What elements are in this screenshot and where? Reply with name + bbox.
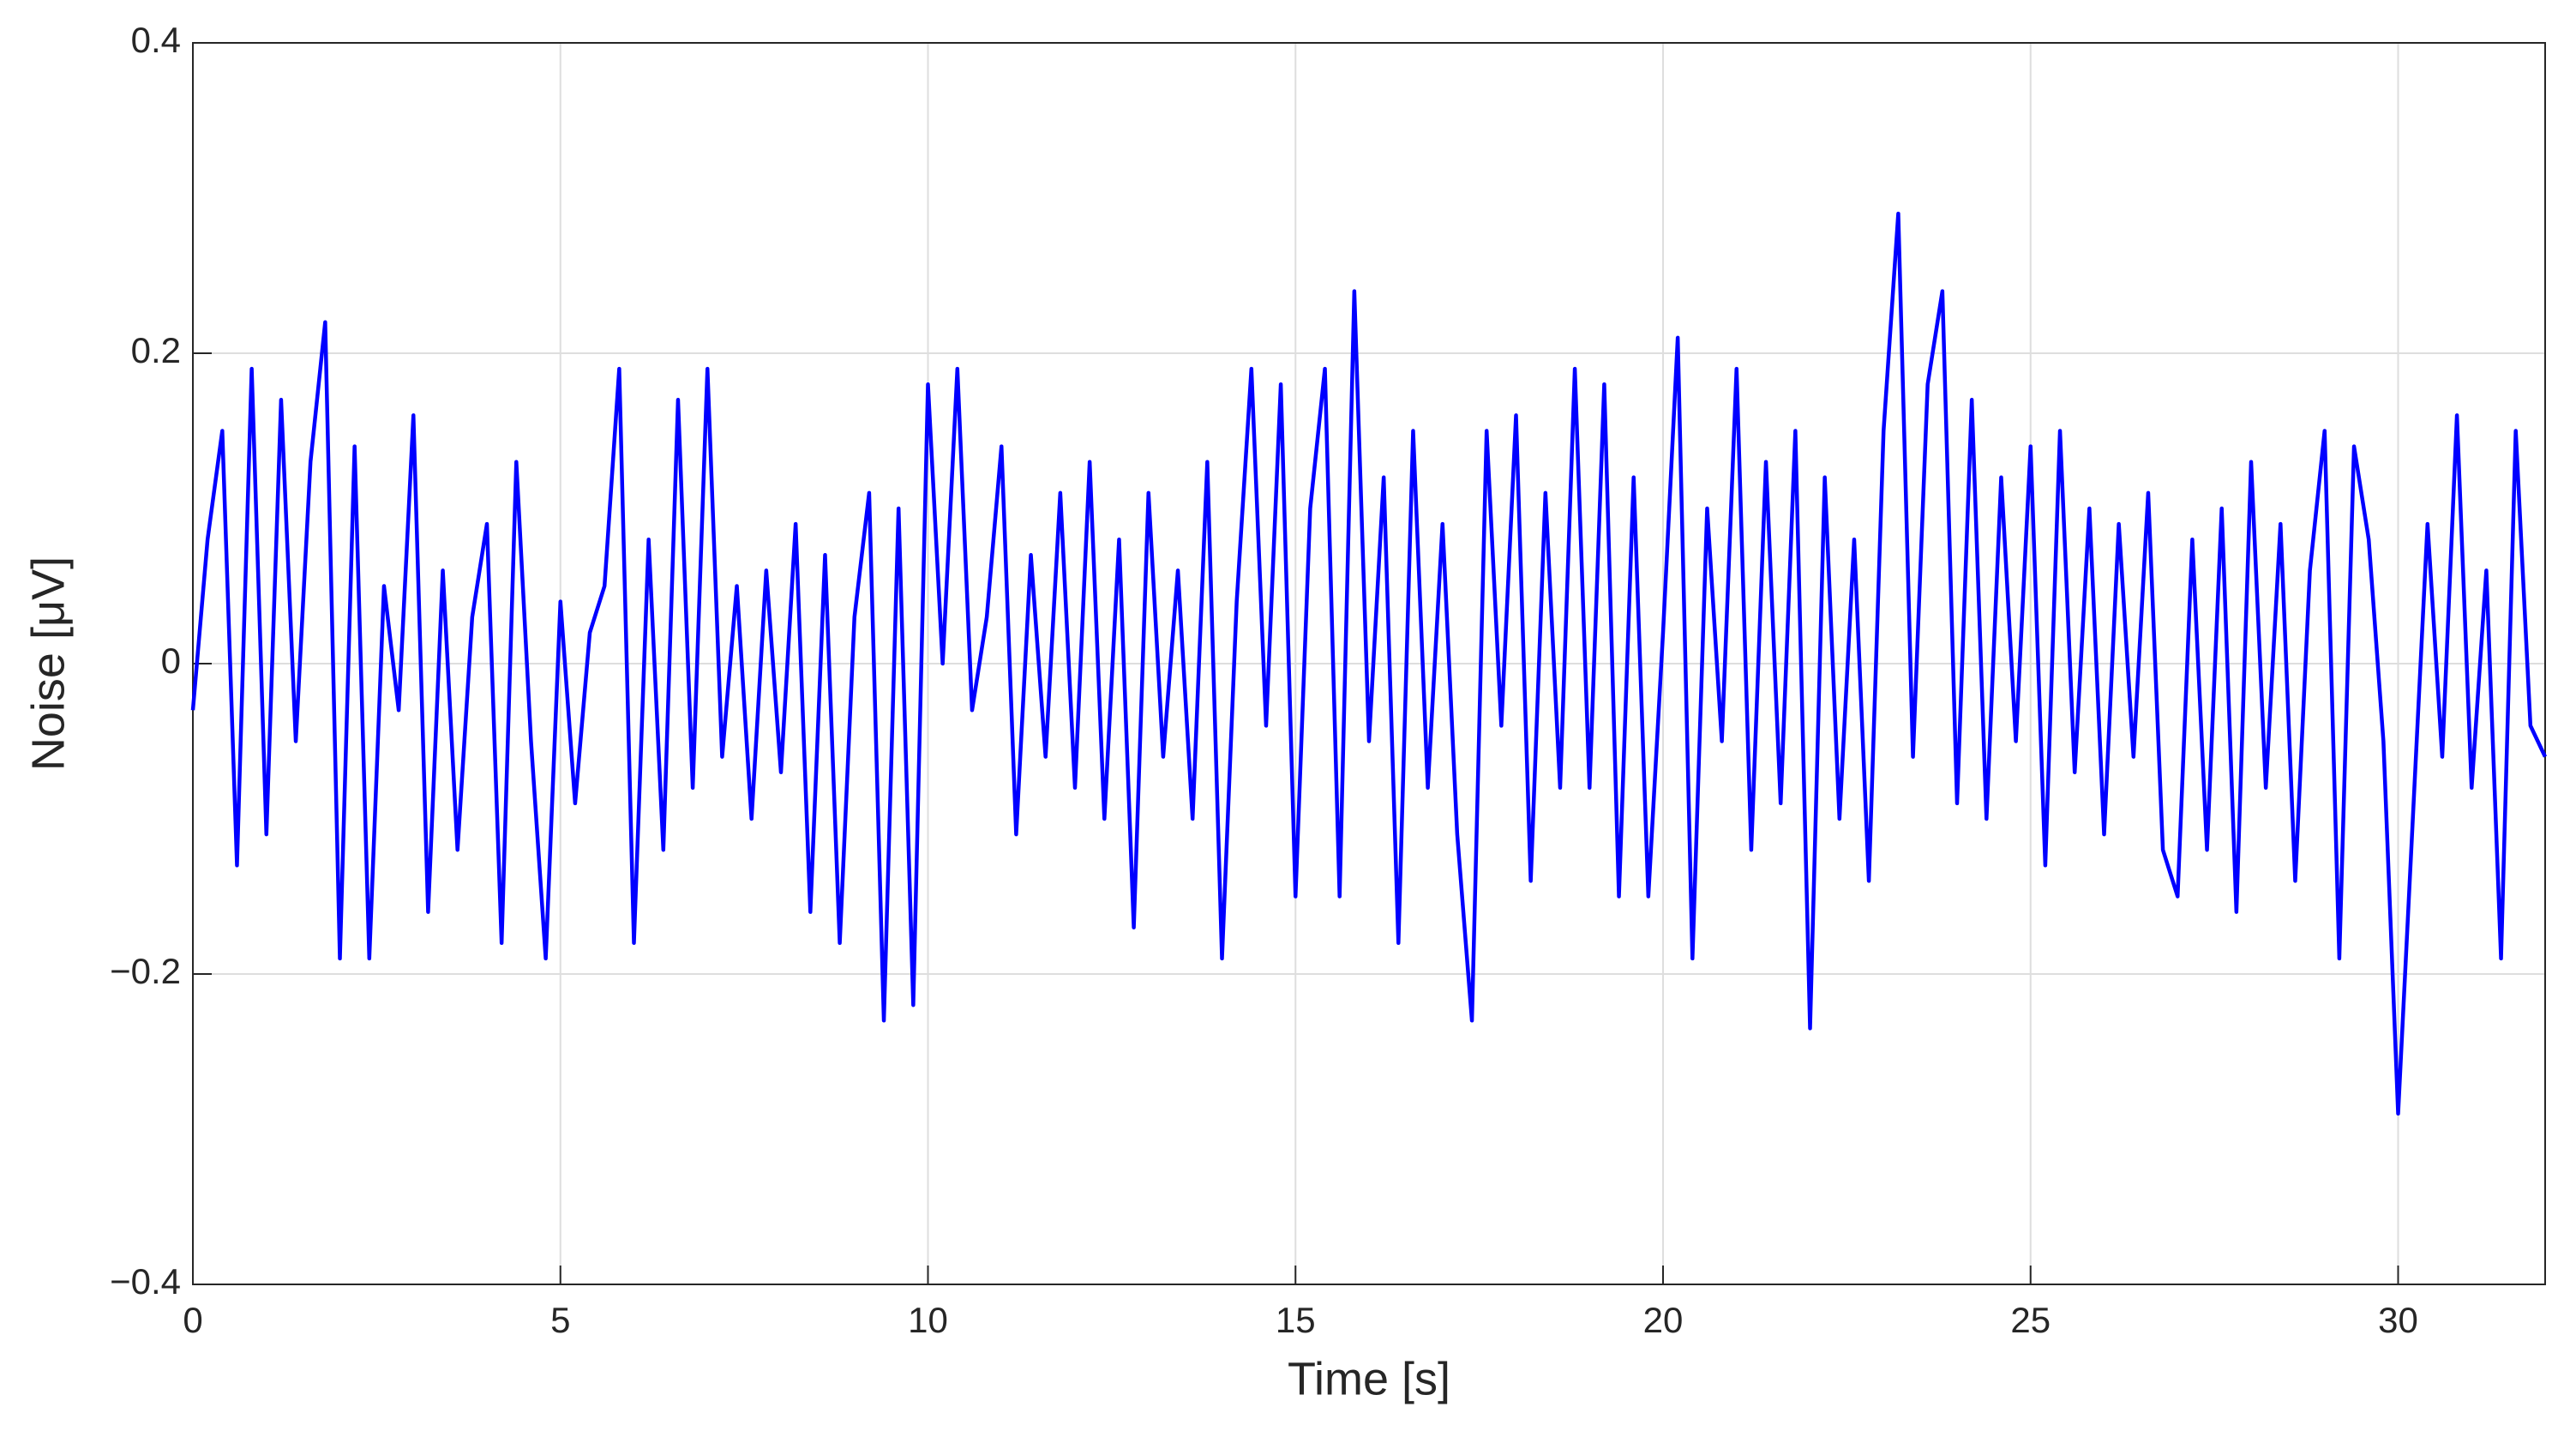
x-tick-label: 10 (908, 1300, 948, 1340)
y-tick-label: 0.4 (131, 20, 181, 60)
y-axis-label: Noise [μV] (22, 556, 74, 771)
x-tick-label: 20 (1643, 1300, 1684, 1340)
x-axis-label: Time [s] (1288, 1353, 1450, 1404)
x-tick-label: 25 (2010, 1300, 2051, 1340)
y-tick-label: −0.4 (110, 1261, 181, 1302)
data-line (190, 211, 2548, 1116)
x-tick-label: 30 (2378, 1300, 2418, 1340)
x-tick-label: 0 (183, 1300, 202, 1340)
y-tick-label: 0.2 (131, 330, 181, 370)
x-tick-label: 15 (1276, 1300, 1316, 1340)
plot-frame (192, 42, 2546, 1285)
y-tick-label: 0 (161, 640, 181, 681)
y-tick-label: −0.2 (110, 951, 181, 991)
x-tick-label: 5 (550, 1300, 570, 1340)
